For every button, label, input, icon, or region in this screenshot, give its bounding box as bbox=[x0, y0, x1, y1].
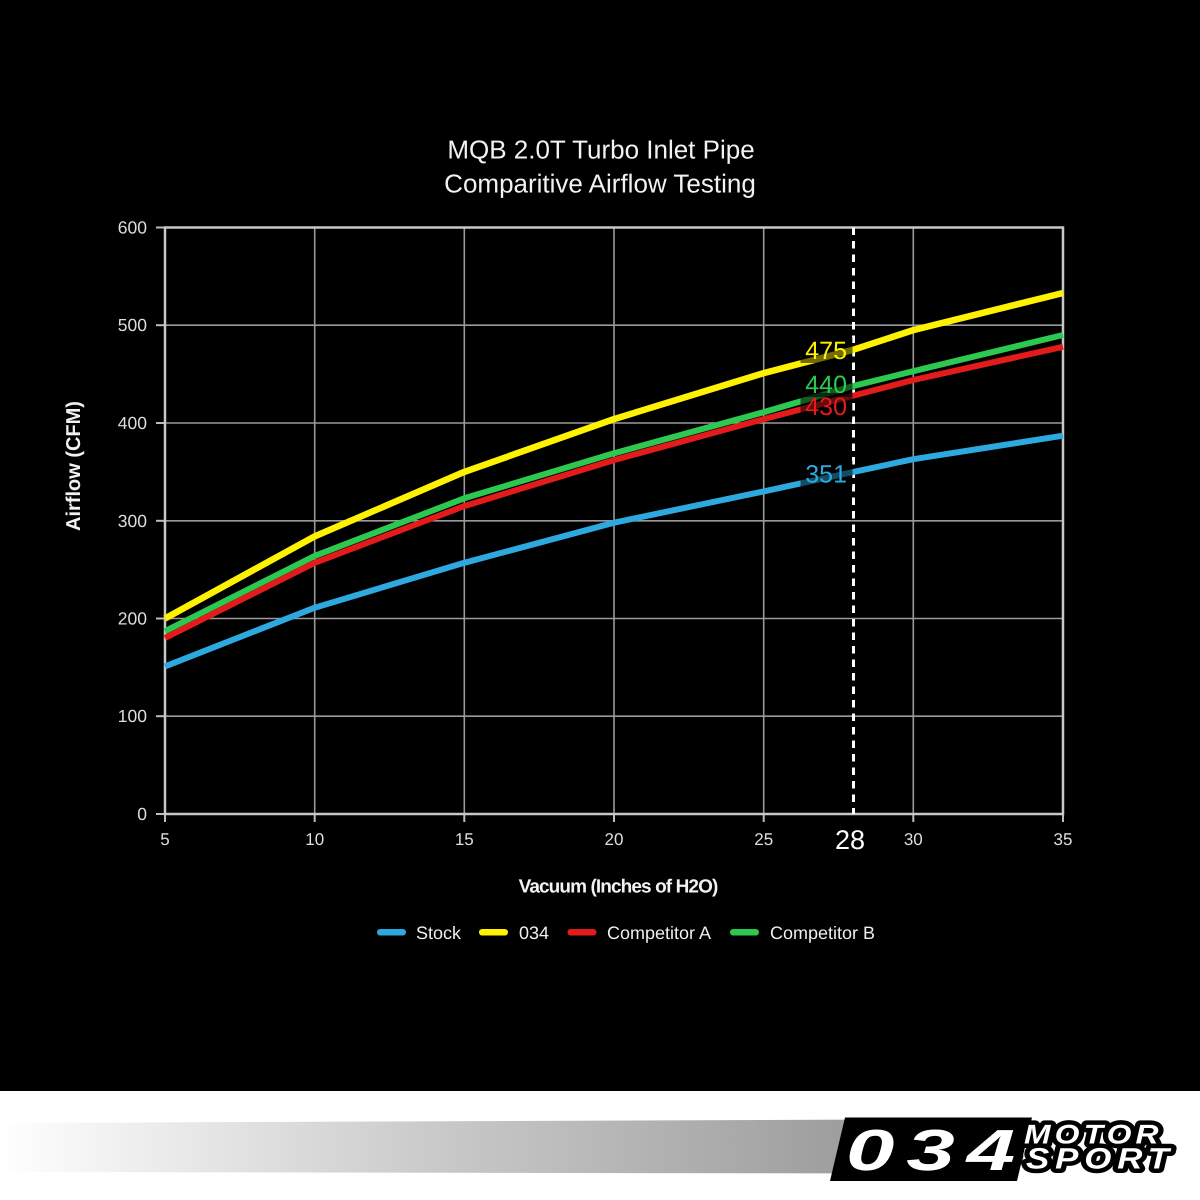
svg-text:28: 28 bbox=[835, 825, 865, 855]
svg-text:Vacuum (Inches of H2O): Vacuum (Inches of H2O) bbox=[519, 877, 718, 898]
svg-text:475: 475 bbox=[805, 337, 847, 365]
svg-text:SPORT: SPORT bbox=[1026, 1143, 1175, 1176]
svg-text:100: 100 bbox=[118, 706, 147, 726]
svg-text:10: 10 bbox=[305, 830, 324, 849]
svg-text:Stock: Stock bbox=[416, 923, 462, 943]
svg-text:20: 20 bbox=[605, 830, 624, 849]
svg-text:400: 400 bbox=[118, 413, 147, 433]
svg-text:15: 15 bbox=[455, 830, 474, 849]
svg-text:034: 034 bbox=[846, 1118, 1027, 1183]
svg-text:Comparitive Airflow Testing: Comparitive Airflow Testing bbox=[444, 169, 756, 199]
svg-text:25: 25 bbox=[754, 830, 773, 849]
svg-text:430: 430 bbox=[805, 393, 847, 421]
svg-text:Competitor B: Competitor B bbox=[770, 923, 875, 943]
svg-text:MQB 2.0T Turbo Inlet Pipe: MQB 2.0T Turbo Inlet Pipe bbox=[447, 135, 754, 165]
svg-text:200: 200 bbox=[118, 609, 147, 629]
svg-text:0: 0 bbox=[137, 804, 147, 824]
svg-text:600: 600 bbox=[118, 218, 147, 238]
svg-text:5: 5 bbox=[160, 830, 169, 849]
svg-text:MOTOR: MOTOR bbox=[1024, 1120, 1163, 1150]
svg-text:Airflow (CFM): Airflow (CFM) bbox=[63, 401, 85, 531]
svg-text:30: 30 bbox=[904, 830, 923, 849]
svg-text:500: 500 bbox=[118, 315, 147, 335]
svg-text:034: 034 bbox=[519, 923, 549, 943]
svg-text:35: 35 bbox=[1054, 830, 1073, 849]
svg-text:Competitor A: Competitor A bbox=[607, 923, 711, 943]
svg-text:351: 351 bbox=[805, 461, 847, 489]
svg-text:300: 300 bbox=[118, 511, 147, 531]
